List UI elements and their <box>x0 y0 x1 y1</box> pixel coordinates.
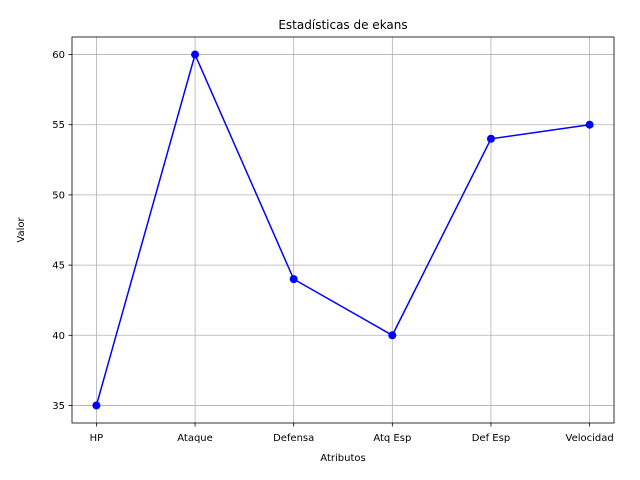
x-tick-label: Atq Esp <box>373 433 411 444</box>
data-point-marker <box>92 401 101 410</box>
y-axis-label: Valor <box>16 217 27 243</box>
plot-area-frame <box>71 36 615 424</box>
x-axis-label: Atributos <box>320 453 365 464</box>
data-point-marker <box>289 275 298 284</box>
series-polyline <box>95 52 590 406</box>
series-line <box>92 50 594 410</box>
axis-ticks: HP Ataque Defensa Atq Esp Def Esp Velocidad 35… <box>52 50 613 444</box>
data-point-marker <box>585 120 594 129</box>
x-tick-label: Defensa <box>273 433 314 444</box>
data-point-marker <box>486 134 495 143</box>
data-point-marker <box>388 331 397 340</box>
y-tick-label: 35 <box>52 401 65 412</box>
data-point-marker <box>191 50 200 59</box>
y-tick-label: 60 <box>52 50 65 61</box>
y-tick-label: 40 <box>52 331 65 342</box>
x-tick-label: Def Esp <box>472 433 510 444</box>
y-tick-label: 50 <box>52 190 65 201</box>
x-tick-label: Velocidad <box>566 433 614 444</box>
y-tick-label: 45 <box>52 261 65 272</box>
y-tick-label: 55 <box>52 120 65 131</box>
x-tick-label: HP <box>90 433 104 444</box>
x-tick-label: Ataque <box>177 433 213 444</box>
chart-title: Estadísticas de ekans <box>278 18 407 32</box>
grid <box>72 37 614 423</box>
